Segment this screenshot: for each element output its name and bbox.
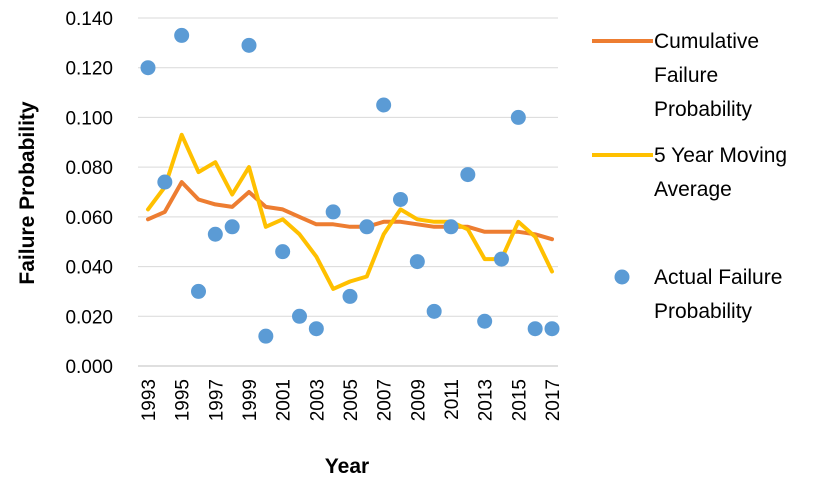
data-point xyxy=(191,283,206,299)
y-axis-title: Failure Probability xyxy=(16,101,39,285)
x-axis-ticks: 1993 1995 1997 1999 2001 2003 2005 2007 2009 2011… xyxy=(139,379,564,421)
legend-label: Probability xyxy=(654,98,753,121)
data-point xyxy=(292,308,307,324)
data-point xyxy=(258,328,274,344)
x-tick-label: 2015 xyxy=(509,379,530,421)
legend-label: Average xyxy=(654,178,732,201)
data-point xyxy=(477,313,493,329)
legend-label: Probability xyxy=(654,300,753,323)
data-point xyxy=(460,167,476,183)
x-tick-label: 1995 xyxy=(173,379,194,421)
legend-label: Cumulative xyxy=(654,30,759,53)
x-tick-label: 2009 xyxy=(408,379,429,421)
legend-label: 5 Year Moving xyxy=(654,144,787,167)
data-point xyxy=(494,251,509,267)
data-point xyxy=(393,191,408,207)
data-point xyxy=(157,174,173,190)
data-point xyxy=(527,321,543,337)
series-line-0 xyxy=(146,180,554,242)
x-tick-label: 2007 xyxy=(375,379,396,421)
x-tick-label: 2011 xyxy=(442,379,463,420)
y-tick-label: 0.040 xyxy=(65,258,113,279)
legend: Cumulative Failure Probability 5 Year Movin… xyxy=(592,30,787,323)
y-tick-label: 0.000 xyxy=(65,357,113,378)
data-point xyxy=(359,219,375,235)
y-axis-ticks: 0.000 0.020 0.040 0.060 0.080 0.100 0.120 0.140 xyxy=(65,9,113,378)
data-point xyxy=(376,97,392,113)
y-tick-label: 0.120 xyxy=(65,59,113,80)
x-tick-label: 1999 xyxy=(240,379,261,421)
x-tick-label: 2005 xyxy=(341,379,362,421)
x-tick-label: 2003 xyxy=(307,379,328,421)
y-tick-label: 0.140 xyxy=(65,9,113,30)
series-lines xyxy=(146,132,554,291)
y-tick-label: 0.020 xyxy=(65,307,113,328)
data-point xyxy=(207,226,223,242)
gridlines xyxy=(138,17,558,317)
x-tick-label: 1993 xyxy=(139,379,160,421)
data-point xyxy=(275,244,291,260)
legend-label: Failure xyxy=(654,64,718,87)
data-point xyxy=(409,254,425,270)
y-tick-label: 0.100 xyxy=(65,108,113,129)
x-tick-label: 2013 xyxy=(476,379,497,421)
x-tick-label: 1997 xyxy=(206,379,227,421)
data-point xyxy=(342,288,358,304)
y-tick-label: 0.060 xyxy=(65,208,113,229)
data-point xyxy=(241,37,257,53)
data-point xyxy=(308,321,324,337)
y-tick-label: 0.080 xyxy=(65,158,113,179)
data-point xyxy=(174,27,190,43)
data-point xyxy=(544,321,560,337)
data-point xyxy=(140,60,156,76)
x-axis-title: Year xyxy=(325,455,369,478)
data-point xyxy=(325,204,341,220)
legend-marker-dot xyxy=(614,269,630,285)
data-point xyxy=(426,303,442,319)
data-point xyxy=(224,219,240,235)
series-points xyxy=(140,27,560,344)
data-point xyxy=(510,109,526,125)
x-tick-label: 2017 xyxy=(543,379,564,421)
series-line-1 xyxy=(146,132,554,291)
legend-label: Actual Failure xyxy=(654,266,782,289)
data-point xyxy=(443,219,459,235)
x-tick-label: 2001 xyxy=(274,379,295,421)
